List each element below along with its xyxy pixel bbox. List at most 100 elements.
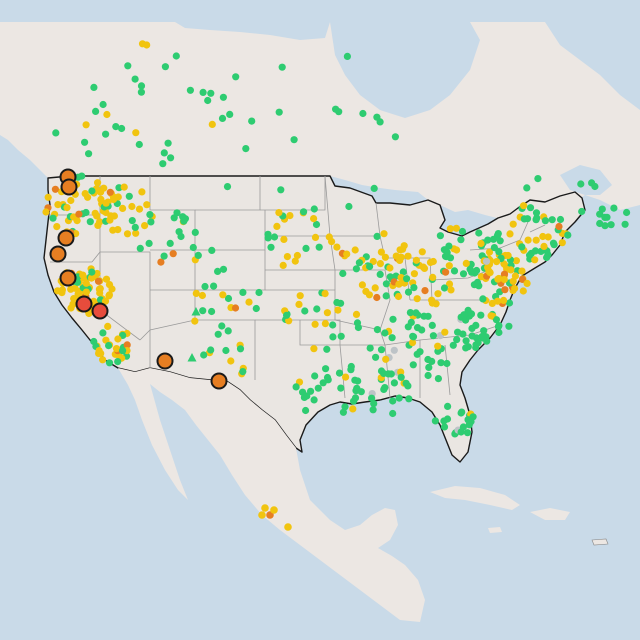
sensor-marker[interactable]: [291, 257, 299, 265]
sensor-marker[interactable]: [81, 138, 89, 146]
sensor-marker[interactable]: [518, 267, 526, 275]
sensor-marker[interactable]: [283, 253, 291, 261]
sensor-marker[interactable]: [459, 330, 467, 338]
sensor-marker[interactable]: [445, 242, 453, 250]
sensor-marker[interactable]: [399, 245, 407, 253]
sensor-marker[interactable]: [591, 182, 599, 191]
sensor-marker[interactable]: [445, 262, 453, 270]
sensor-marker[interactable]: [382, 355, 390, 363]
sensor-marker[interactable]: [370, 184, 378, 192]
sensor-marker[interactable]: [477, 311, 485, 319]
sensor-marker[interactable]: [102, 199, 110, 207]
sensor-marker[interactable]: [472, 321, 480, 329]
sensor-marker[interactable]: [123, 341, 131, 349]
sensor-marker[interactable]: [494, 275, 502, 283]
sensor-marker[interactable]: [132, 129, 140, 137]
sensor-marker[interactable]: [531, 247, 540, 255]
sensor-marker[interactable]: [523, 184, 531, 192]
sensor-marker[interactable]: [54, 201, 62, 209]
sensor-marker[interactable]: [345, 202, 353, 211]
sensor-marker[interactable]: [464, 343, 472, 351]
sensor-marker[interactable]: [99, 100, 107, 109]
sensor-marker[interactable]: [44, 193, 52, 201]
sensor-marker[interactable]: [201, 282, 209, 291]
sensor-marker[interactable]: [446, 225, 454, 233]
sensor-marker[interactable]: [128, 217, 136, 225]
sensor-marker[interactable]: [239, 368, 247, 376]
sensor-marker[interactable]: [157, 258, 165, 266]
sensor-marker[interactable]: [386, 264, 394, 272]
sensor-marker[interactable]: [51, 185, 60, 193]
sensor-marker[interactable]: [179, 213, 187, 221]
sensor-marker[interactable]: [399, 268, 407, 276]
sensor-marker[interactable]: [475, 229, 483, 237]
sensor-marker[interactable]: [70, 295, 78, 303]
sensor-marker[interactable]: [376, 118, 384, 126]
sensor-marker[interactable]: [526, 251, 534, 259]
sensor-marker[interactable]: [204, 96, 212, 105]
sensor-marker[interactable]: [94, 277, 103, 285]
sensor-marker[interactable]: [322, 365, 330, 373]
sensor-marker[interactable]: [102, 275, 111, 283]
sensor-marker[interactable]: [418, 326, 426, 334]
sensor-marker[interactable]: [391, 133, 399, 141]
sensor-marker[interactable]: [63, 204, 71, 212]
sensor-marker[interactable]: [365, 291, 373, 299]
sensor-marker[interactable]: [207, 89, 215, 97]
sensor-marker[interactable]: [347, 362, 355, 371]
sensor-marker[interactable]: [339, 408, 347, 416]
sensor-marker[interactable]: [115, 184, 123, 192]
sensor-marker[interactable]: [421, 287, 429, 295]
sensor-marker[interactable]: [189, 243, 197, 252]
sensor-marker[interactable]: [577, 180, 585, 188]
sensor-marker[interactable]: [328, 238, 336, 246]
sensor-marker[interactable]: [373, 293, 381, 302]
sensor-marker[interactable]: [137, 82, 146, 90]
highlighted-circle-marker[interactable]: [156, 352, 174, 370]
sensor-marker[interactable]: [434, 342, 442, 350]
sensor-marker[interactable]: [131, 75, 139, 83]
sensor-marker[interactable]: [214, 267, 222, 275]
sensor-marker[interactable]: [505, 299, 514, 307]
sensor-marker[interactable]: [543, 253, 551, 262]
sensor-marker[interactable]: [457, 428, 465, 436]
sensor-marker[interactable]: [349, 405, 357, 413]
sensor-marker[interactable]: [453, 246, 461, 254]
sensor-marker[interactable]: [223, 183, 232, 191]
sensor-marker[interactable]: [105, 342, 113, 350]
highlighted-circle-marker[interactable]: [210, 372, 228, 390]
sensor-marker[interactable]: [141, 222, 149, 230]
sensor-marker[interactable]: [311, 233, 320, 241]
sensor-marker[interactable]: [280, 235, 288, 243]
sensor-marker[interactable]: [440, 284, 449, 292]
sensor-marker[interactable]: [520, 202, 528, 210]
sensor-marker[interactable]: [436, 232, 444, 240]
sensor-marker[interactable]: [377, 248, 385, 256]
sensor-marker[interactable]: [431, 417, 439, 425]
sensor-marker[interactable]: [462, 337, 470, 345]
sensor-marker[interactable]: [408, 339, 417, 347]
sensor-marker[interactable]: [94, 221, 102, 229]
sensor-marker[interactable]: [231, 304, 240, 312]
sensor-marker[interactable]: [125, 192, 133, 200]
sensor-marker[interactable]: [485, 248, 494, 256]
sensor-marker[interactable]: [354, 377, 362, 385]
sensor-marker[interactable]: [603, 213, 611, 221]
sensor-marker[interactable]: [339, 269, 347, 278]
sensor-marker[interactable]: [310, 345, 318, 353]
sensor-marker[interactable]: [135, 205, 144, 213]
sensor-marker[interactable]: [409, 333, 418, 341]
sensor-marker[interactable]: [459, 270, 468, 278]
sensor-marker[interactable]: [208, 246, 216, 254]
sensor-marker[interactable]: [104, 322, 112, 330]
sensor-marker[interactable]: [143, 41, 151, 49]
sensor-marker[interactable]: [95, 349, 103, 357]
sensor-marker[interactable]: [394, 292, 403, 301]
sensor-marker[interactable]: [495, 248, 503, 256]
sensor-marker[interactable]: [507, 266, 515, 274]
sensor-marker[interactable]: [311, 372, 319, 380]
sensor-marker[interactable]: [556, 215, 565, 224]
sensor-marker[interactable]: [319, 379, 327, 387]
sensor-marker[interactable]: [389, 409, 397, 418]
sensor-marker[interactable]: [232, 73, 240, 81]
